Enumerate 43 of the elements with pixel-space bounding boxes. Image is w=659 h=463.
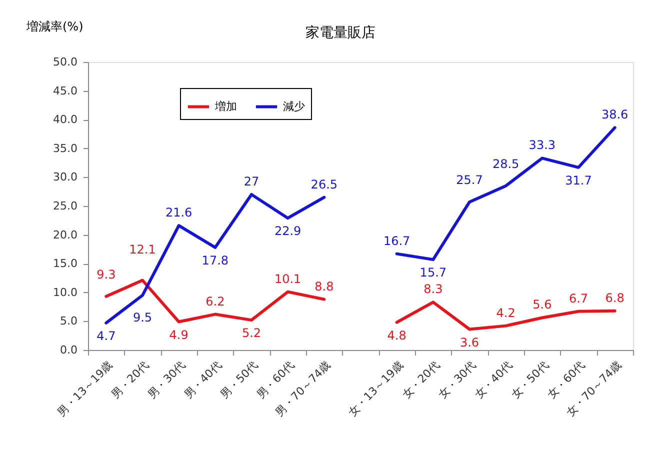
data-label: 16.7 [383, 234, 410, 248]
data-label: 3.6 [460, 335, 480, 350]
data-label: 4.7 [96, 328, 116, 343]
data-label: 8.8 [314, 279, 334, 294]
y-tick-label: 50.0 [53, 56, 78, 68]
data-label: 22.9 [274, 224, 302, 238]
y-tick-label: 40.0 [53, 113, 78, 126]
data-label: 27 [244, 174, 260, 188]
legend-label: 増加 [214, 100, 237, 113]
data-label: 9.3 [96, 267, 116, 282]
data-label: 25.7 [456, 172, 483, 187]
data-label: 6.2 [206, 294, 225, 308]
y-tick-label: 35.0 [53, 142, 78, 155]
y-tick-label: 45.0 [53, 84, 78, 98]
data-label: 15.7 [420, 266, 447, 280]
data-label: 4.2 [496, 306, 516, 320]
data-label: 5.6 [532, 298, 552, 312]
data-label: 26.5 [310, 177, 338, 192]
y-tick-label: 25.0 [53, 200, 78, 212]
data-label: 6.8 [605, 290, 624, 305]
y-axis-title: 増減率(%) [26, 20, 84, 34]
data-label: 8.3 [424, 282, 443, 296]
data-label: 10.1 [274, 272, 302, 286]
data-label: 4.9 [169, 328, 188, 342]
data-label: 38.6 [601, 108, 628, 122]
data-label: 6.7 [568, 291, 588, 306]
y-tick-label: 20.0 [53, 228, 78, 242]
data-label: 28.5 [492, 156, 520, 171]
data-label: 17.8 [202, 253, 229, 268]
y-tick-label: 30.0 [53, 170, 78, 184]
y-tick-label: 15.0 [53, 257, 78, 270]
data-label: 21.6 [165, 206, 192, 220]
data-label: 9.5 [132, 310, 152, 324]
data-label: 5.2 [242, 326, 262, 340]
y-tick-label: 5.0 [60, 314, 78, 328]
data-label: 31.7 [565, 173, 592, 188]
chart-title: 家電量販店 [306, 25, 376, 41]
data-label: 12.1 [129, 242, 156, 256]
y-tick-label: 10.0 [53, 286, 78, 299]
data-label: 33.3 [528, 138, 556, 152]
y-tick-label: 0.0 [60, 344, 78, 356]
legend-label: 減少 [283, 100, 305, 113]
data-label: 4.8 [387, 328, 406, 342]
